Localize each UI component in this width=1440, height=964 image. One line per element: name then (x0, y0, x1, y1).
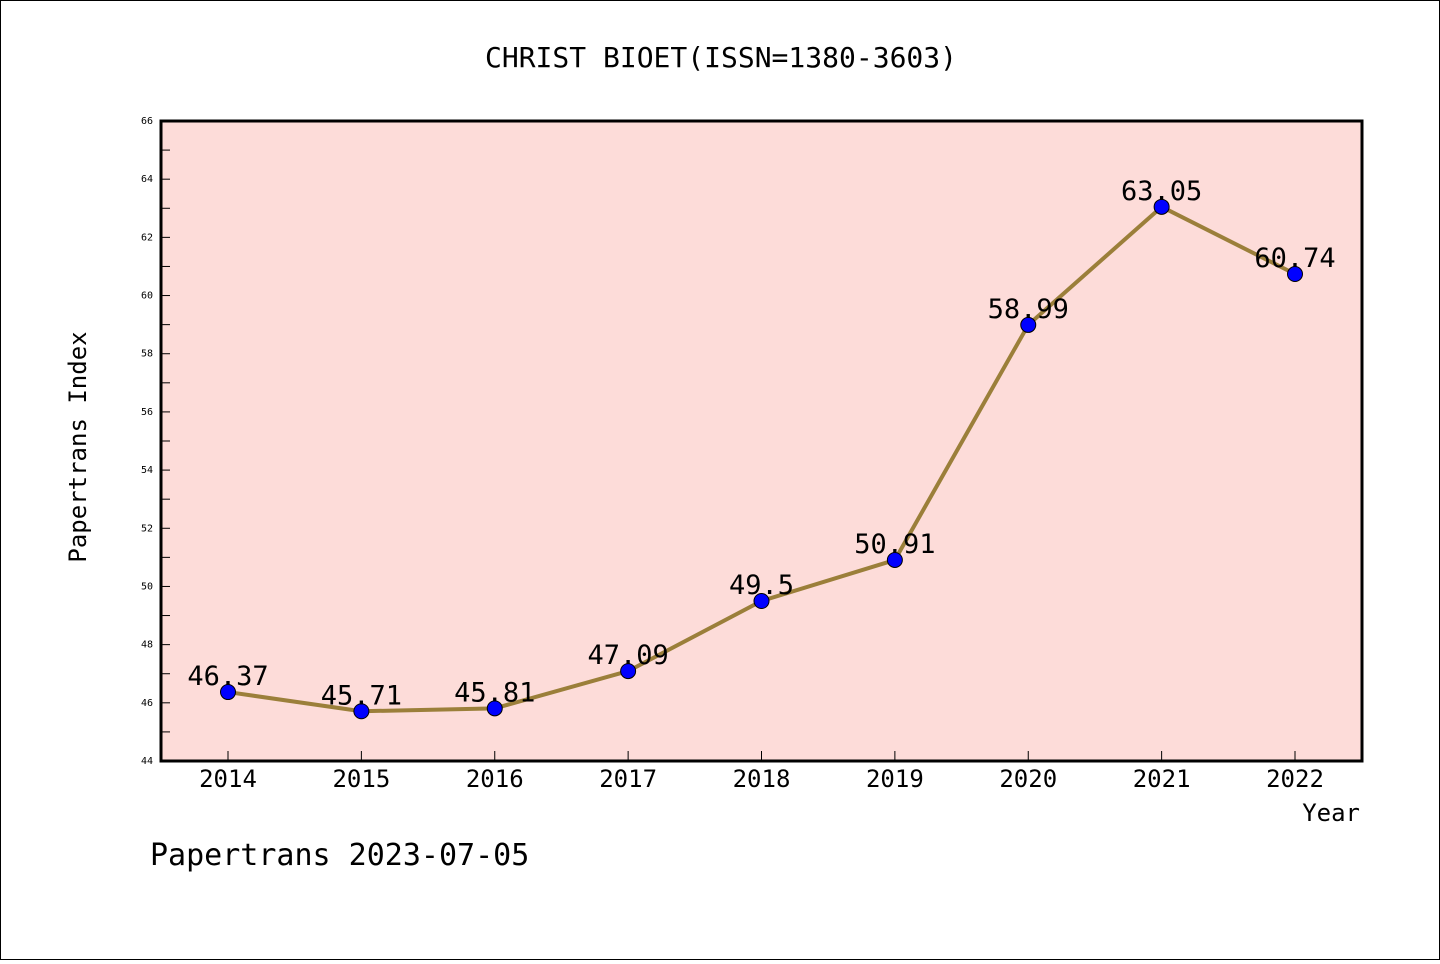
data-point (886, 551, 903, 568)
data-label: 45.71 (321, 680, 402, 711)
data-point (753, 593, 770, 609)
y-tick-label: 62 (141, 232, 153, 243)
x-tick-label: 2019 (866, 765, 924, 793)
data-label-layer: 46.37 45.71 45.81 47.09 49.5 50.91 58.99 63.05 6… (187, 176, 1335, 711)
data-point (486, 700, 503, 717)
data-point (220, 684, 236, 701)
watermark-text: Papertrans 2023-07-05 (150, 838, 529, 873)
y-tick-label: 48 (141, 640, 153, 651)
x-axis-label: Year (1302, 799, 1360, 827)
series-layer (220, 198, 1303, 720)
y-tick-label: 50 (141, 581, 153, 592)
y-axis: 44 46 48 50 52 54 56 58 60 62 64 66 (141, 116, 170, 767)
x-tick-label: 2022 (1266, 765, 1324, 793)
data-point (1153, 198, 1170, 215)
data-label: 60.74 (1254, 243, 1335, 274)
chart-title: CHRIST BIOET(ISSN=1380-3603) (485, 41, 957, 74)
data-point (353, 703, 370, 720)
data-label: 58.99 (988, 294, 1069, 325)
x-tick-label: 2015 (332, 765, 390, 793)
data-point (1020, 316, 1037, 333)
x-tick-label: 2017 (599, 765, 657, 793)
y-tick-label: 60 (141, 291, 153, 302)
y-tick-label: 64 (141, 174, 153, 185)
x-axis: 2014 2015 2016 2017 2018 2019 2020 2021 2022 (199, 751, 1324, 793)
y-tick-label: 56 (141, 407, 153, 418)
y-tick-label: 52 (141, 523, 153, 534)
data-label: 63.05 (1121, 176, 1202, 207)
plot-area (159, 119, 1364, 763)
data-label: 46.37 (187, 661, 268, 692)
x-tick-label: 2021 (1133, 765, 1191, 793)
data-point (1287, 266, 1303, 283)
data-label: 50.91 (854, 529, 935, 560)
y-axis-label: Papertrans Index (64, 331, 92, 562)
y-tick-label: 44 (141, 756, 153, 767)
x-tick-label: 2018 (733, 765, 791, 793)
y-tick-label: 66 (141, 116, 153, 127)
data-label: 47.09 (587, 640, 668, 671)
data-label: 45.81 (454, 677, 535, 708)
x-tick-label: 2016 (466, 765, 524, 793)
data-point (620, 663, 637, 680)
x-tick-label: 2020 (999, 765, 1057, 793)
y-tick-label: 46 (141, 698, 153, 709)
x-tick-label: 2014 (199, 765, 257, 793)
y-tick-label: 54 (141, 465, 153, 476)
y-tick-label: 58 (141, 349, 153, 360)
data-label: 49.5 (729, 570, 794, 601)
